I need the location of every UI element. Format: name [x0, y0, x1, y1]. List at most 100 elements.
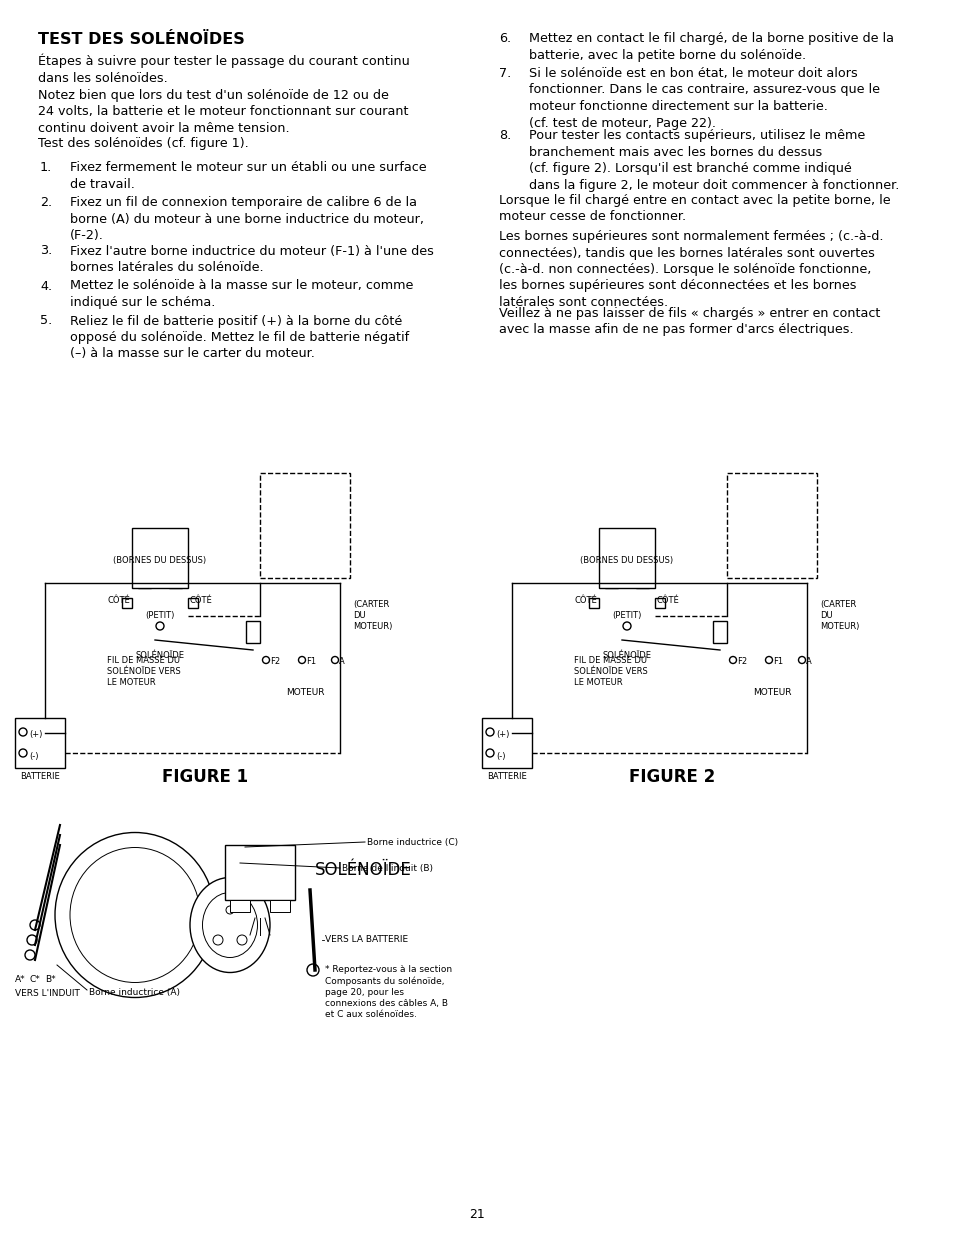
Text: 4.: 4. [40, 279, 52, 293]
Text: (+): (+) [496, 730, 509, 740]
Text: (CARTER
DU
MOTEUR): (CARTER DU MOTEUR) [820, 600, 859, 631]
Bar [270, 900, 290, 911]
Text: (BORNES DU DESSUS): (BORNES DU DESSUS) [579, 556, 673, 564]
Text: SOLÉNOÏDE: SOLÉNOÏDE [602, 651, 651, 659]
Circle shape [19, 748, 27, 757]
Circle shape [764, 657, 772, 663]
Text: 2.: 2. [40, 196, 52, 209]
Text: 21: 21 [469, 1208, 484, 1221]
Text: A: A [805, 657, 811, 666]
Text: CÔTÉ: CÔTÉ [574, 597, 597, 605]
Text: CÔTÉ: CÔTÉ [657, 597, 679, 605]
Bar [188, 598, 198, 608]
Text: 3.: 3. [40, 245, 52, 258]
Text: 1.: 1. [40, 161, 52, 174]
Bar [15, 718, 65, 768]
Text: Étapes à suivre pour tester le passage du courant continu
dans les solénoïdes.: Étapes à suivre pour tester le passage d… [38, 54, 410, 85]
Text: Reliez le fil de batterie positif (+) à la borne du côté
opposé du solénoïde. Me: Reliez le fil de batterie positif (+) à … [70, 315, 409, 361]
Text: Les bornes supérieures sont normalement fermées ; (c.-à-d.
connectées), tandis q: Les bornes supérieures sont normalement … [498, 230, 882, 309]
Text: C*: C* [30, 974, 40, 984]
Text: (CARTER
DU
MOTEUR): (CARTER DU MOTEUR) [353, 600, 392, 631]
Text: 6.: 6. [498, 32, 511, 44]
Ellipse shape [55, 832, 214, 998]
Bar [246, 621, 260, 643]
Circle shape [298, 657, 305, 663]
Bar [132, 529, 188, 588]
Ellipse shape [70, 847, 200, 983]
Text: 8.: 8. [498, 128, 511, 142]
Bar [138, 578, 151, 588]
Text: BATTERIE: BATTERIE [487, 772, 526, 781]
Text: FIGURE 1: FIGURE 1 [162, 768, 248, 785]
Text: B*: B* [45, 974, 55, 984]
Text: Mettez en contact le fil chargé, de la borne positive de la
batterie, avec la pe: Mettez en contact le fil chargé, de la b… [529, 32, 893, 62]
Text: A: A [338, 657, 344, 666]
Text: SOLÉNOÏDE: SOLÉNOÏDE [314, 861, 412, 879]
Text: A*: A* [14, 974, 26, 984]
Text: MOTEUR: MOTEUR [752, 688, 790, 697]
Text: BATTERIE: BATTERIE [20, 772, 60, 781]
Text: TEST DES SOLÉNOÏDES: TEST DES SOLÉNOÏDES [38, 32, 245, 47]
Circle shape [485, 727, 494, 736]
Text: Veillez à ne pas laisser de fils « chargés » entrer en contact
avec la masse afi: Veillez à ne pas laisser de fils « charg… [498, 306, 880, 336]
Text: FIL DE MASSE DU
SOLÉNOÏDE VERS
LE MOTEUR: FIL DE MASSE DU SOLÉNOÏDE VERS LE MOTEUR [574, 656, 647, 687]
Text: VERS LA BATTERIE: VERS LA BATTERIE [325, 935, 408, 945]
Circle shape [30, 920, 40, 930]
Bar [260, 473, 350, 578]
Text: * Reportez-vous à la section
Composants du solénoïde,
page 20, pour les
connexio: * Reportez-vous à la section Composants … [325, 965, 452, 1019]
Bar [604, 578, 618, 588]
Text: CÔTÉ: CÔTÉ [107, 597, 130, 605]
Bar [712, 621, 726, 643]
Text: Test des solénoïdes (cf. figure 1).: Test des solénoïdes (cf. figure 1). [38, 137, 249, 151]
Text: F1: F1 [306, 657, 315, 666]
Text: FIGURE 2: FIGURE 2 [628, 768, 715, 785]
Text: (-): (-) [29, 752, 38, 761]
Text: Pour tester les contacts supérieurs, utilisez le même
branchement mais avec les : Pour tester les contacts supérieurs, uti… [529, 128, 899, 191]
Circle shape [622, 622, 630, 630]
Text: Mettez le solénoïde à la masse sur le moteur, comme
indiqué sur le schéma.: Mettez le solénoïde à la masse sur le mo… [70, 279, 413, 309]
Text: MOTEUR: MOTEUR [286, 688, 324, 697]
Text: (BORNES DU DESSUS): (BORNES DU DESSUS) [113, 556, 207, 564]
Text: F2: F2 [737, 657, 746, 666]
Text: 7.: 7. [498, 67, 511, 80]
Circle shape [156, 622, 164, 630]
Text: (-): (-) [496, 752, 505, 761]
Bar [726, 473, 816, 578]
Text: Notez bien que lors du test d'un solénoïde de 12 ou de
24 volts, la batterie et : Notez bien que lors du test d'un solénoï… [38, 89, 408, 135]
Text: Fixez un fil de connexion temporaire de calibre 6 de la
borne (A) du moteur à un: Fixez un fil de connexion temporaire de … [70, 196, 423, 242]
Bar [481, 718, 532, 768]
Text: Borne inductrice (A): Borne inductrice (A) [89, 988, 180, 998]
Text: VERS L'INDUIT: VERS L'INDUIT [14, 989, 79, 998]
Ellipse shape [190, 878, 270, 972]
Circle shape [485, 748, 494, 757]
Text: FIL DE MASSE DU
SOLÉNOÏDE VERS
LE MOTEUR: FIL DE MASSE DU SOLÉNOÏDE VERS LE MOTEUR [107, 656, 180, 687]
Bar [225, 845, 294, 900]
Text: Si le solénoïde est en bon état, le moteur doit alors
fonctionner. Dans le cas c: Si le solénoïde est en bon état, le mote… [529, 67, 879, 130]
Circle shape [331, 657, 338, 663]
Circle shape [19, 727, 27, 736]
Circle shape [729, 657, 736, 663]
Text: (+): (+) [29, 730, 42, 740]
Circle shape [798, 657, 804, 663]
Text: SOLÉNOÏDE: SOLÉNOÏDE [135, 651, 184, 659]
Bar [169, 578, 182, 588]
Bar [598, 529, 655, 588]
Text: Lorsque le fil chargé entre en contact avec la petite borne, le
moteur cesse de : Lorsque le fil chargé entre en contact a… [498, 194, 890, 224]
Bar [636, 578, 648, 588]
Circle shape [213, 935, 223, 945]
Circle shape [27, 935, 37, 945]
Text: (PETIT): (PETIT) [145, 611, 174, 620]
Ellipse shape [202, 893, 257, 957]
Text: Borne inductrice (C): Borne inductrice (C) [367, 839, 457, 847]
Circle shape [226, 906, 233, 914]
Text: Fixez l'autre borne inductrice du moteur (F-1) à l'une des
bornes latérales du s: Fixez l'autre borne inductrice du moteur… [70, 245, 434, 274]
Text: CÔTÉ: CÔTÉ [190, 597, 213, 605]
Circle shape [25, 950, 35, 960]
Text: Fixez fermement le moteur sur un établi ou une surface
de travail.: Fixez fermement le moteur sur un établi … [70, 161, 426, 190]
Circle shape [262, 657, 269, 663]
Circle shape [307, 965, 318, 976]
Text: 5.: 5. [40, 315, 52, 327]
Bar [230, 900, 250, 911]
Bar [122, 598, 132, 608]
Circle shape [236, 935, 247, 945]
